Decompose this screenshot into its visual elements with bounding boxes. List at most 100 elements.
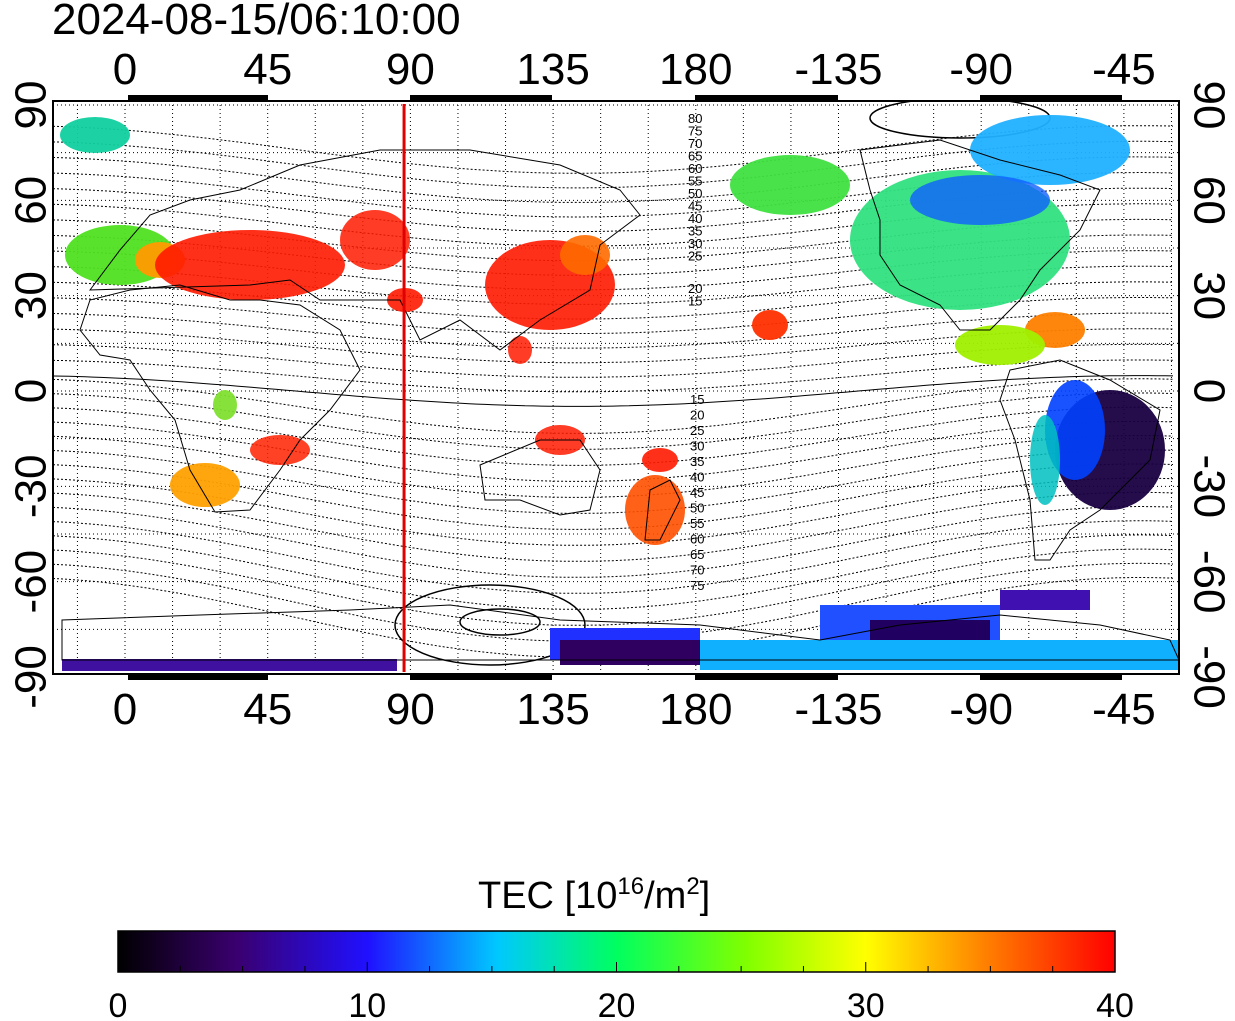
contour-label: 50 [688, 186, 702, 201]
top-longitude-labels: 0 45 90 135 180 -135 -90 -45 [113, 45, 1156, 94]
right-lat-tick-label: -30 [1184, 455, 1233, 519]
contour-line [53, 477, 1174, 546]
colorbar-tick-labels: 0 10 20 30 40 [109, 987, 1134, 1021]
tec-patch [870, 620, 990, 640]
timestamp-title: 2024-08-15/06:10:00 [52, 0, 461, 44]
left-lat-tick-label: 30 [7, 271, 56, 320]
contour-line [53, 328, 1174, 364]
contour-label: 60 [690, 532, 704, 547]
right-lat-tick-label: 0 [1184, 379, 1233, 403]
colorbar-label: 40 [1096, 987, 1134, 1021]
contour-label: 20 [690, 408, 704, 423]
contour-label: 35 [688, 224, 702, 239]
colorbar-title: TEC [1016/m2] [478, 873, 710, 917]
tec-patch [1030, 415, 1060, 505]
coastline [479, 439, 601, 516]
contour-label: 70 [688, 136, 702, 151]
left-lat-tick-label: 90 [7, 81, 56, 130]
coastline-outlines [61, 139, 1179, 661]
bottom-lon-tick-label: -90 [949, 685, 1013, 734]
bottom-longitude-labels: 0 45 90 135 180 -135 -90 -45 [113, 685, 1156, 734]
contour-label: 75 [690, 578, 704, 593]
contour-label: 80 [688, 111, 702, 126]
frame-band-bottom [128, 674, 268, 680]
frame-band-bottom [695, 674, 838, 680]
tec-patch [955, 325, 1045, 365]
contour-label: 15 [690, 392, 704, 407]
top-lon-tick-label: -45 [1092, 45, 1156, 94]
left-lat-tick-label: -90 [7, 645, 56, 709]
contour-line [53, 548, 1174, 626]
tec-patch [508, 336, 532, 364]
contour-label: 55 [690, 516, 704, 531]
contour-label: 30 [688, 236, 702, 251]
tec-patch [60, 117, 130, 153]
frame-band-top [410, 95, 552, 101]
right-lat-tick-label: -60 [1184, 550, 1233, 614]
contour-label: 25 [690, 423, 704, 438]
contour-line [53, 343, 1174, 378]
bottom-lon-tick-label: 0 [113, 685, 137, 734]
right-lat-tick-label: 90 [1184, 81, 1233, 130]
pole-contour [394, 584, 586, 666]
pole-contour [459, 608, 541, 636]
top-lon-tick-label: -90 [949, 45, 1013, 94]
top-lon-tick-label: 135 [516, 45, 589, 94]
tec-patch [1000, 590, 1090, 610]
coastline [999, 359, 1161, 561]
contour-label: 20 [688, 281, 702, 296]
contour-line [53, 420, 1174, 482]
top-lon-tick-label: 0 [113, 45, 137, 94]
left-lat-tick-label: -30 [7, 455, 56, 519]
top-lon-tick-label: 45 [243, 45, 292, 94]
bottom-lon-tick-label: 135 [516, 685, 589, 734]
contour-label: 45 [690, 485, 704, 500]
frame-band-top [980, 95, 1122, 101]
contour-label: 25 [688, 249, 702, 264]
coastline [88, 149, 641, 351]
tec-patch [340, 210, 410, 270]
frame-band-top [695, 95, 838, 101]
coastline [61, 604, 1179, 661]
tec-patch [970, 115, 1130, 185]
contour-label: 40 [688, 211, 702, 226]
top-lon-tick-label: 90 [386, 45, 435, 94]
left-latitude-labels: 90 60 30 0 -30 -60 -90 [7, 81, 56, 709]
contour-label: 15 [688, 294, 702, 309]
coastline [79, 284, 361, 513]
frame-band-top [128, 95, 268, 101]
coastline [644, 479, 681, 541]
colorbar-label: 30 [847, 987, 885, 1021]
frame-bands [128, 95, 1122, 680]
left-lat-tick-label: 60 [7, 176, 56, 225]
bottom-lon-tick-label: 90 [386, 685, 435, 734]
contour-line [53, 449, 1174, 514]
contour-line [53, 491, 1174, 562]
contour-line [53, 562, 1174, 642]
tec-patch [700, 640, 1179, 670]
right-lat-tick-label: 30 [1184, 271, 1233, 320]
contour-line [53, 312, 1174, 349]
bottom-lon-tick-label: 180 [659, 685, 732, 734]
right-lat-tick-label: -90 [1184, 645, 1233, 709]
tec-patch [910, 175, 1050, 225]
contour-label: 50 [690, 501, 704, 516]
contour-label: 30 [690, 439, 704, 454]
top-lon-tick-label: 180 [659, 45, 732, 94]
left-lat-tick-label: 0 [7, 379, 56, 403]
plot-border [52, 100, 1180, 675]
contour-label: 75 [688, 124, 702, 139]
contour-label: 55 [688, 174, 702, 189]
tec-patch [730, 155, 850, 215]
tec-patch [560, 640, 700, 665]
right-latitude-labels: 90 60 30 0 -30 -60 -90 [1184, 81, 1233, 709]
tec-patch [752, 310, 788, 340]
contour-label: 45 [688, 199, 702, 214]
frame-band-bottom [410, 674, 552, 680]
contour-line [53, 359, 1174, 393]
tec-patch [1045, 380, 1105, 480]
colorbar-label: 20 [598, 987, 636, 1021]
frame-band-bottom [980, 674, 1122, 680]
tec-data-patches [60, 115, 1179, 671]
top-lon-tick-label: -135 [794, 45, 882, 94]
